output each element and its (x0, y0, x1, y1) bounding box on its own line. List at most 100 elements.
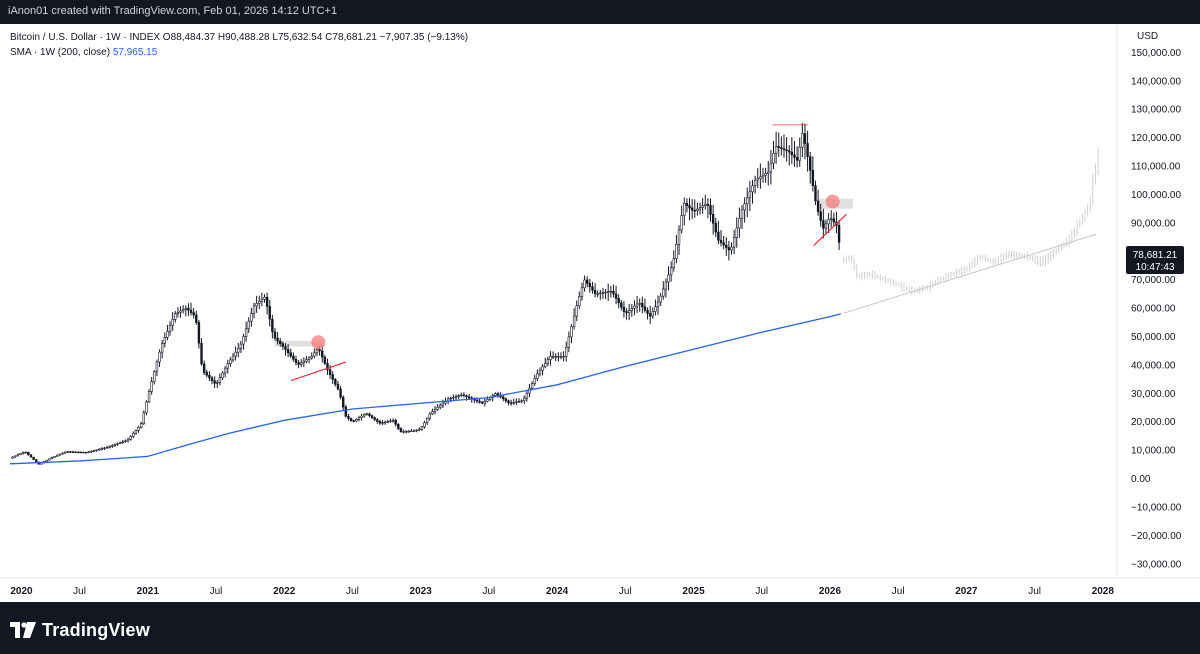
candle-body (565, 346, 568, 357)
candle-body (559, 356, 563, 358)
candle-body (704, 203, 707, 207)
candle-body (84, 452, 88, 454)
candle-body (423, 422, 426, 428)
candle-body (719, 239, 723, 243)
candle-body (486, 398, 489, 402)
candle-body (307, 357, 311, 360)
time-tick-label: 2025 (682, 586, 705, 597)
candle-body (344, 406, 348, 417)
candle-body (313, 352, 316, 357)
chart-panel[interactable]: 150,000.00 140,000.00 130,000.00 120,000.00… (0, 24, 1200, 602)
candle-body (504, 398, 508, 402)
candle-body (386, 421, 390, 423)
candle-body (735, 227, 738, 238)
highlight-marker (825, 194, 840, 209)
candle-body (538, 370, 542, 375)
candle-body (77, 451, 80, 454)
candle-body (596, 293, 599, 295)
candle-body (669, 267, 673, 276)
candle-body (150, 381, 153, 392)
candle-body (693, 209, 696, 212)
candle-body (688, 205, 691, 209)
candle-body (174, 313, 177, 320)
price-tick-label: 20,000.00 (1131, 417, 1176, 428)
sma-value: 57,965.15 (112, 47, 158, 58)
candle-body (811, 170, 815, 186)
candle-body (98, 448, 101, 451)
candle-body (258, 301, 261, 304)
candle-body (643, 306, 647, 311)
candle-body (347, 415, 350, 419)
candle-body (247, 320, 250, 330)
candle-body (145, 401, 148, 414)
candle-body (273, 331, 277, 339)
candle-body (431, 411, 434, 415)
candle-body (279, 340, 282, 345)
candle-body (61, 452, 64, 455)
candle-body (95, 449, 98, 451)
price-tick-label: −10,000.00 (1131, 502, 1182, 513)
candle-body (790, 151, 794, 156)
candle-body (19, 453, 22, 455)
candle-body (824, 223, 828, 229)
candle-body (223, 367, 227, 374)
candle-body (132, 433, 135, 437)
candle-body (675, 243, 678, 259)
candle-body (381, 422, 384, 424)
candle-body (746, 197, 749, 205)
sma-line (9, 313, 842, 465)
candle-body (318, 349, 321, 352)
candle-body (292, 355, 295, 360)
candle-body (202, 363, 206, 373)
candle-body (357, 417, 361, 420)
candle-body (108, 446, 111, 448)
candle-body (785, 149, 788, 152)
price-tick-label: −20,000.00 (1131, 531, 1182, 542)
candle-body (533, 378, 536, 384)
candle-body (415, 429, 418, 432)
candle-body (648, 313, 652, 317)
footer-bar: TradingView (0, 604, 1200, 654)
candle-body (58, 453, 62, 456)
candle-body (751, 185, 754, 193)
candle-body (305, 359, 308, 362)
candle-body (29, 454, 33, 458)
candle-body (738, 218, 741, 229)
price-chart[interactable]: 150,000.00 140,000.00 130,000.00 120,000.00… (0, 24, 1200, 602)
price-tick-label: 90,000.00 (1131, 218, 1176, 229)
time-tick-label: 2028 (1092, 586, 1115, 597)
candle-body (591, 286, 594, 291)
candle-body (685, 202, 689, 206)
candle-body (35, 459, 38, 463)
candle-body (339, 388, 342, 398)
candle-body (16, 454, 20, 457)
candle-body (231, 355, 235, 361)
candle-body (782, 148, 786, 151)
candle-body (326, 363, 329, 370)
symbol-ohlc: Bitcoin / U.S. Dollar · 1W · INDEX O88,4… (10, 32, 469, 43)
candle-body (656, 301, 660, 307)
candle-body (342, 396, 345, 408)
candle-body (478, 400, 481, 403)
sma-projection-line (843, 233, 1097, 314)
range-box (274, 340, 323, 347)
time-tick-label: 2024 (546, 586, 569, 597)
candle-body (418, 428, 421, 431)
candle-body (606, 291, 610, 293)
candle-body (709, 205, 712, 215)
candle-body (696, 208, 699, 212)
candle-body (412, 430, 416, 432)
candle-body (764, 173, 767, 176)
candle-body (457, 395, 460, 397)
candle-body (394, 420, 397, 425)
candle-body (593, 289, 597, 294)
candle-body (286, 349, 290, 354)
tradingview-logo[interactable]: TradingView (10, 619, 150, 641)
candle-body (520, 400, 523, 402)
candle-body (630, 308, 634, 311)
candle-body (562, 356, 565, 358)
time-tick-label: 2026 (819, 586, 842, 597)
candle-body (129, 436, 132, 440)
candle-body (105, 446, 109, 449)
candle-body (137, 427, 140, 431)
